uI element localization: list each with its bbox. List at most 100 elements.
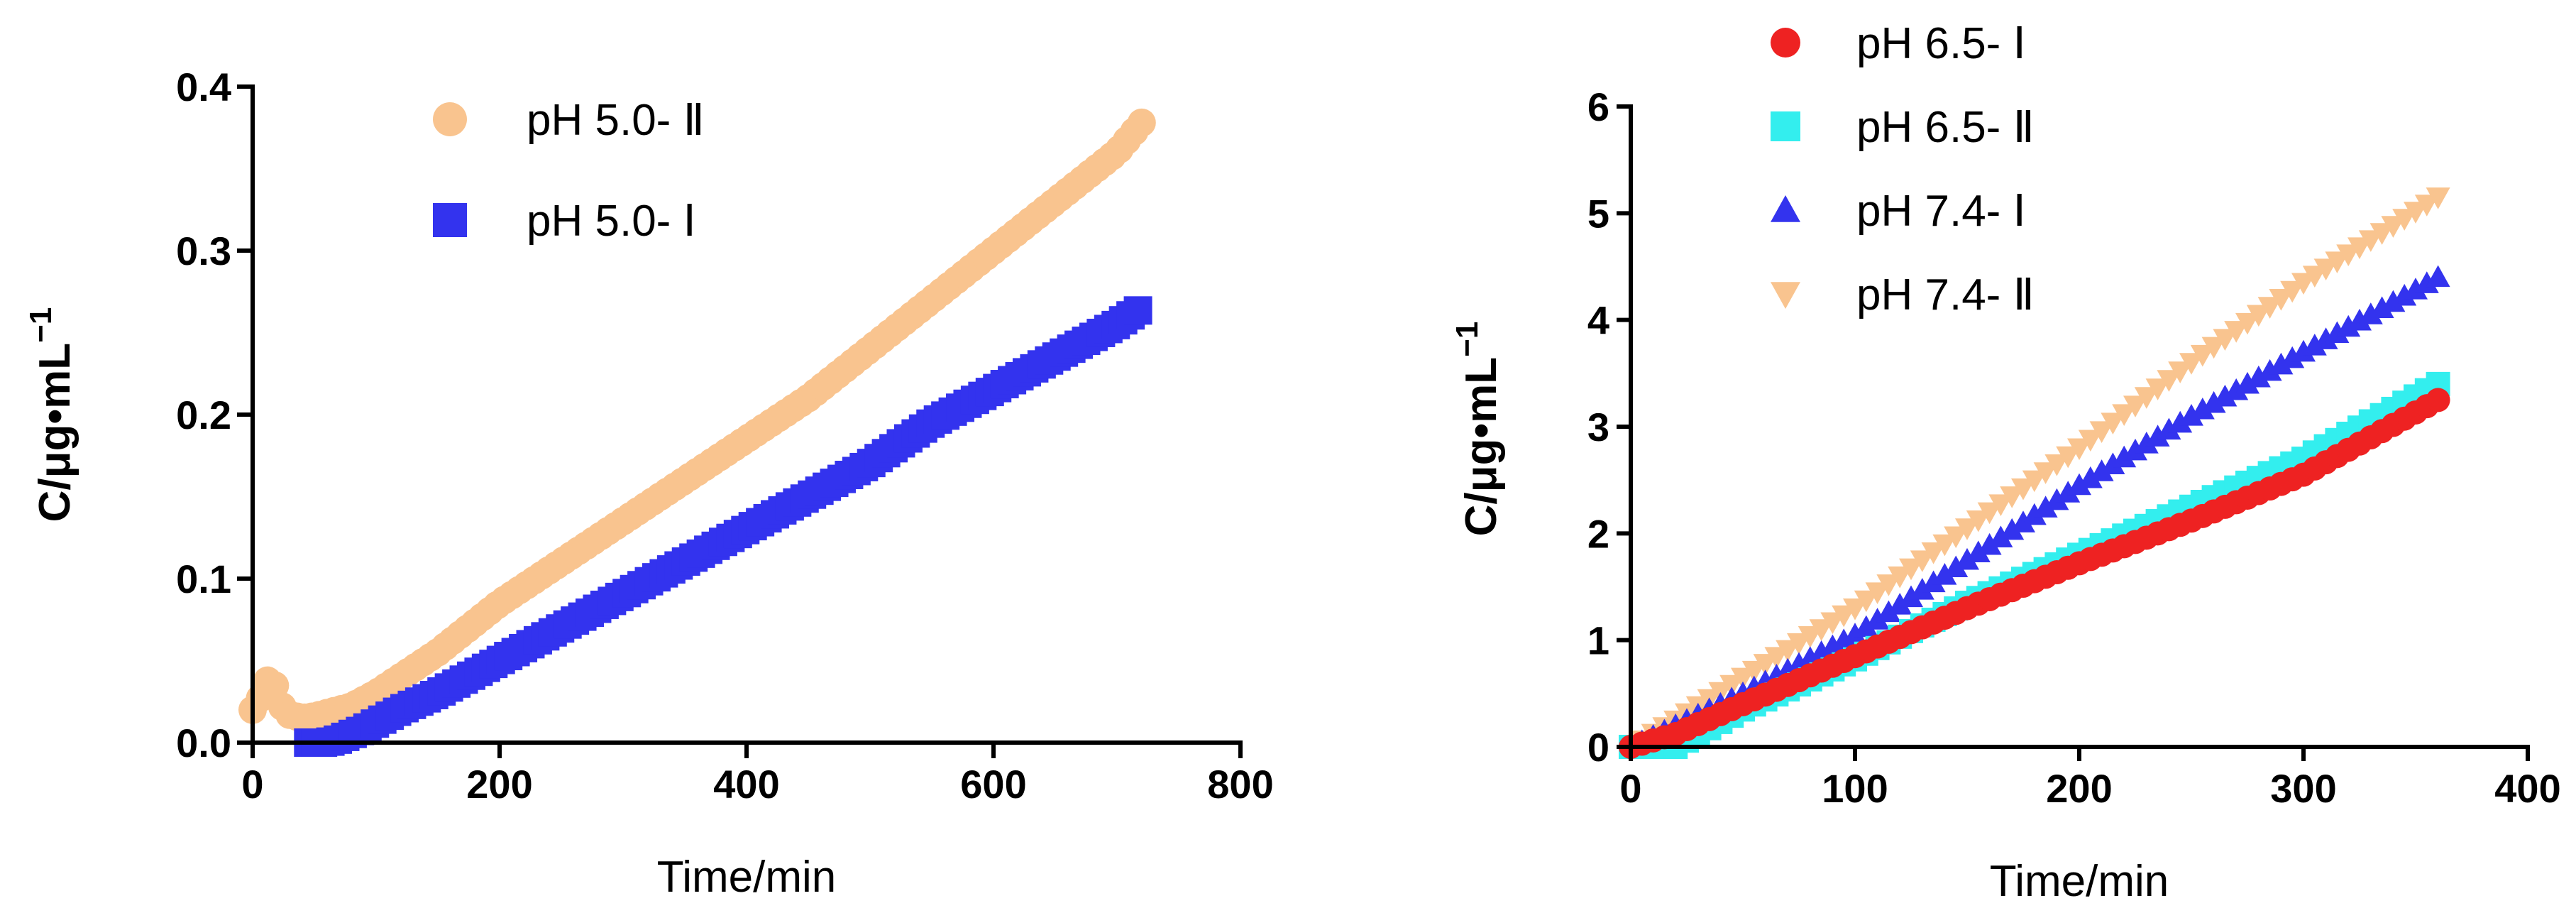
data-point [2325, 251, 2350, 273]
data-point [2246, 305, 2271, 327]
chart-left: 0 200 400 600 800 0.0 0.1 0.2 0.3 0.4 Time/min C… [23, 65, 1274, 902]
right-marks-series-2 [1619, 265, 2450, 757]
data-point [2257, 297, 2282, 319]
data-point [1988, 525, 2013, 547]
data-point [2291, 273, 2316, 295]
x-tick-label: 0 [1619, 766, 1641, 811]
data-point [1921, 542, 1946, 564]
legend-label-ph74-ii: pH 7.4- Ⅱ [1856, 270, 2035, 319]
data-point [2033, 496, 2058, 518]
data-point [2056, 481, 2081, 503]
data-point [2101, 452, 2125, 474]
data-point [1899, 558, 1923, 581]
legend-label-ph65-i: pH 6.5- Ⅰ [1856, 19, 2026, 68]
y-tick-label: 2 [1587, 511, 1609, 556]
data-point [2404, 202, 2428, 224]
data-point [1977, 532, 2002, 555]
data-point [1944, 526, 1969, 549]
data-point [2325, 321, 2350, 344]
data-point [1832, 628, 1856, 651]
x-tick-label: 200 [466, 762, 532, 807]
data-point [1876, 600, 1901, 623]
data-point [2067, 473, 2091, 496]
data-point [1843, 623, 1867, 645]
y-tick-label: 0.1 [176, 557, 231, 601]
data-point [2414, 195, 2439, 217]
y-tick-label: 0.2 [176, 393, 231, 437]
left-marks-series-1 [294, 296, 1152, 757]
data-point [1854, 615, 1878, 638]
data-point [2044, 488, 2069, 510]
data-point [2179, 353, 2203, 375]
chart-right: 0 100 200 300 400 0 1 2 3 4 5 6 Time/min C/μg•mL−1… [1450, 19, 2561, 906]
data-point [1719, 674, 1744, 697]
data-point [2404, 278, 2428, 300]
right-y-ticks: 0 1 2 3 4 5 6 [1587, 84, 1631, 770]
right-x-axis-label: Time/min [1990, 857, 2169, 906]
data-point [2078, 430, 2103, 452]
data-point [2381, 216, 2406, 238]
y-tick-label: 0.3 [176, 229, 231, 273]
data-point [2145, 425, 2170, 447]
data-point [2179, 403, 2203, 426]
x-tick-label: 300 [2270, 766, 2336, 811]
data-point [1955, 518, 1979, 540]
data-point [2246, 365, 2271, 388]
data-point [2089, 421, 2114, 444]
data-point [1988, 494, 2013, 516]
data-point [1123, 296, 1152, 325]
data-point [2123, 438, 2147, 461]
data-point [2358, 302, 2383, 324]
data-point [2313, 258, 2338, 281]
data-point [2190, 397, 2215, 420]
data-point [1955, 547, 1979, 570]
data-point [2426, 187, 2450, 209]
data-point [2201, 337, 2226, 359]
y-tick-label: 4 [1587, 298, 1609, 343]
data-point [1944, 555, 1969, 578]
data-point [2280, 280, 2305, 303]
left-y-axis-label-sup: −1 [23, 307, 58, 343]
right-y-axis-label-main: C/μg•mL [1457, 357, 1506, 537]
x-tick-label: 100 [1822, 766, 1888, 811]
right-y-axis-label: C/μg•mL−1 [1450, 322, 1506, 537]
left-x-axis-label: Time/min [657, 853, 837, 902]
data-point [1888, 593, 1912, 615]
left-y-axis-label: C/μg•mL−1 [23, 307, 79, 523]
data-point [2101, 412, 2125, 434]
right-x-ticks: 0 100 200 300 400 [1619, 747, 2561, 811]
legend-symbol [433, 102, 467, 136]
data-point [2369, 296, 2394, 318]
left-x-ticks: 0 200 400 600 800 [241, 743, 1274, 807]
left-y-ticks: 0.0 0.1 0.2 0.3 0.4 [176, 65, 253, 765]
data-point [2369, 223, 2394, 245]
data-point [2134, 387, 2159, 409]
data-point [2145, 378, 2170, 400]
data-point [1910, 578, 1934, 600]
data-point [2168, 361, 2193, 383]
data-point [2168, 410, 2193, 433]
data-point [2224, 321, 2249, 343]
data-point [1843, 598, 1867, 620]
data-point [1932, 562, 1957, 585]
data-point [2291, 339, 2316, 362]
legend-symbol [1771, 28, 1800, 58]
data-point [2392, 209, 2417, 231]
data-point [2201, 390, 2226, 413]
legend-label-ph65-ii: pH 6.5- Ⅱ [1856, 103, 2035, 152]
legend-marker-ph74-i [1771, 195, 1800, 222]
data-point [2235, 312, 2259, 335]
legend-marker-ph74-ii [1771, 282, 1800, 309]
data-point [2235, 371, 2259, 394]
data-point [2056, 446, 2081, 469]
data-point [1977, 502, 2002, 525]
data-point [2033, 462, 2058, 484]
data-point [1921, 570, 1946, 593]
data-point [2257, 359, 2282, 381]
data-point [2426, 265, 2450, 288]
left-legend: pH 5.0- Ⅱ pH 5.0- Ⅰ [433, 96, 705, 246]
data-point [2392, 283, 2417, 306]
data-point [1876, 574, 1901, 596]
data-point [1932, 534, 1957, 557]
